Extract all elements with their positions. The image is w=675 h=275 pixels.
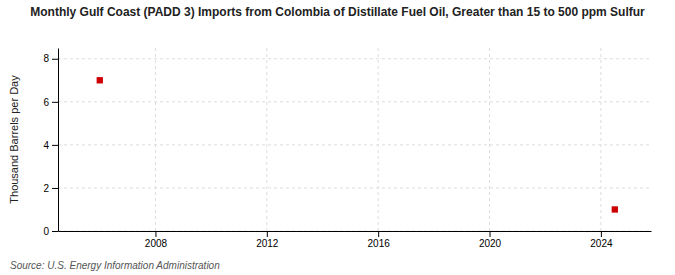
- x-axis: 2008 2012 2016 2020 2024: [59, 231, 652, 249]
- tick-label: 0: [43, 226, 49, 237]
- title: Monthly Gulf Coast (PADD 3) Imports from…: [30, 5, 645, 19]
- tick-label: 2016: [368, 238, 391, 249]
- tick: 2024: [590, 231, 613, 249]
- grid-line: [58, 144, 651, 145]
- points: [97, 77, 618, 213]
- tick: 2012: [256, 231, 279, 249]
- grid-line: [378, 48, 379, 231]
- tick-mark: [52, 188, 58, 189]
- tick: 2008: [145, 231, 168, 249]
- grid-line: [58, 58, 651, 59]
- tick-label: 8: [43, 53, 49, 64]
- tick-label: 6: [43, 97, 49, 108]
- grid-line: [155, 48, 156, 231]
- chart: Monthly Gulf Coast (PADD 3) Imports from…: [0, 0, 675, 275]
- tick-label: 2024: [590, 238, 613, 249]
- grid-line: [58, 187, 651, 188]
- grid-line: [58, 231, 651, 232]
- tick: 6: [43, 97, 58, 108]
- tick-label: 2020: [479, 238, 502, 249]
- point: [97, 77, 103, 83]
- tick: 0: [43, 226, 58, 237]
- point: [612, 206, 618, 212]
- tick-mark: [52, 59, 58, 60]
- plot: 2008 2012 2016 2020 2024 0 2 4 6 8 Thousand Barrel…: [8, 48, 652, 249]
- source: Source: U.S. Energy Information Administ…: [10, 260, 220, 271]
- grid-line: [600, 48, 601, 231]
- tick-label: 2008: [145, 238, 168, 249]
- grid: [58, 48, 651, 231]
- grid-line: [266, 48, 267, 231]
- tick: 2016: [368, 231, 391, 249]
- tick: 8: [43, 53, 58, 64]
- tick-label: 4: [43, 140, 49, 151]
- tick-mark: [155, 231, 156, 237]
- y-axis: 0 2 4 6 8: [43, 49, 58, 237]
- tick: 2: [43, 183, 58, 194]
- y-axis-label: Thousand Barrels per Day: [8, 75, 20, 204]
- tick-mark: [52, 102, 58, 103]
- grid-line: [58, 101, 651, 102]
- tick-mark: [52, 145, 58, 146]
- tick-label: 2012: [256, 238, 279, 249]
- axis-line: [58, 49, 59, 232]
- tick-mark: [490, 231, 491, 237]
- tick-mark: [267, 231, 268, 237]
- axis-line: [59, 231, 652, 232]
- tick-label: 2: [43, 183, 49, 194]
- tick-mark: [52, 231, 58, 232]
- grid-line: [489, 48, 490, 231]
- tick: 2020: [479, 231, 502, 249]
- tick-mark: [378, 231, 379, 237]
- tick-mark: [601, 231, 602, 237]
- tick: 4: [43, 140, 58, 151]
